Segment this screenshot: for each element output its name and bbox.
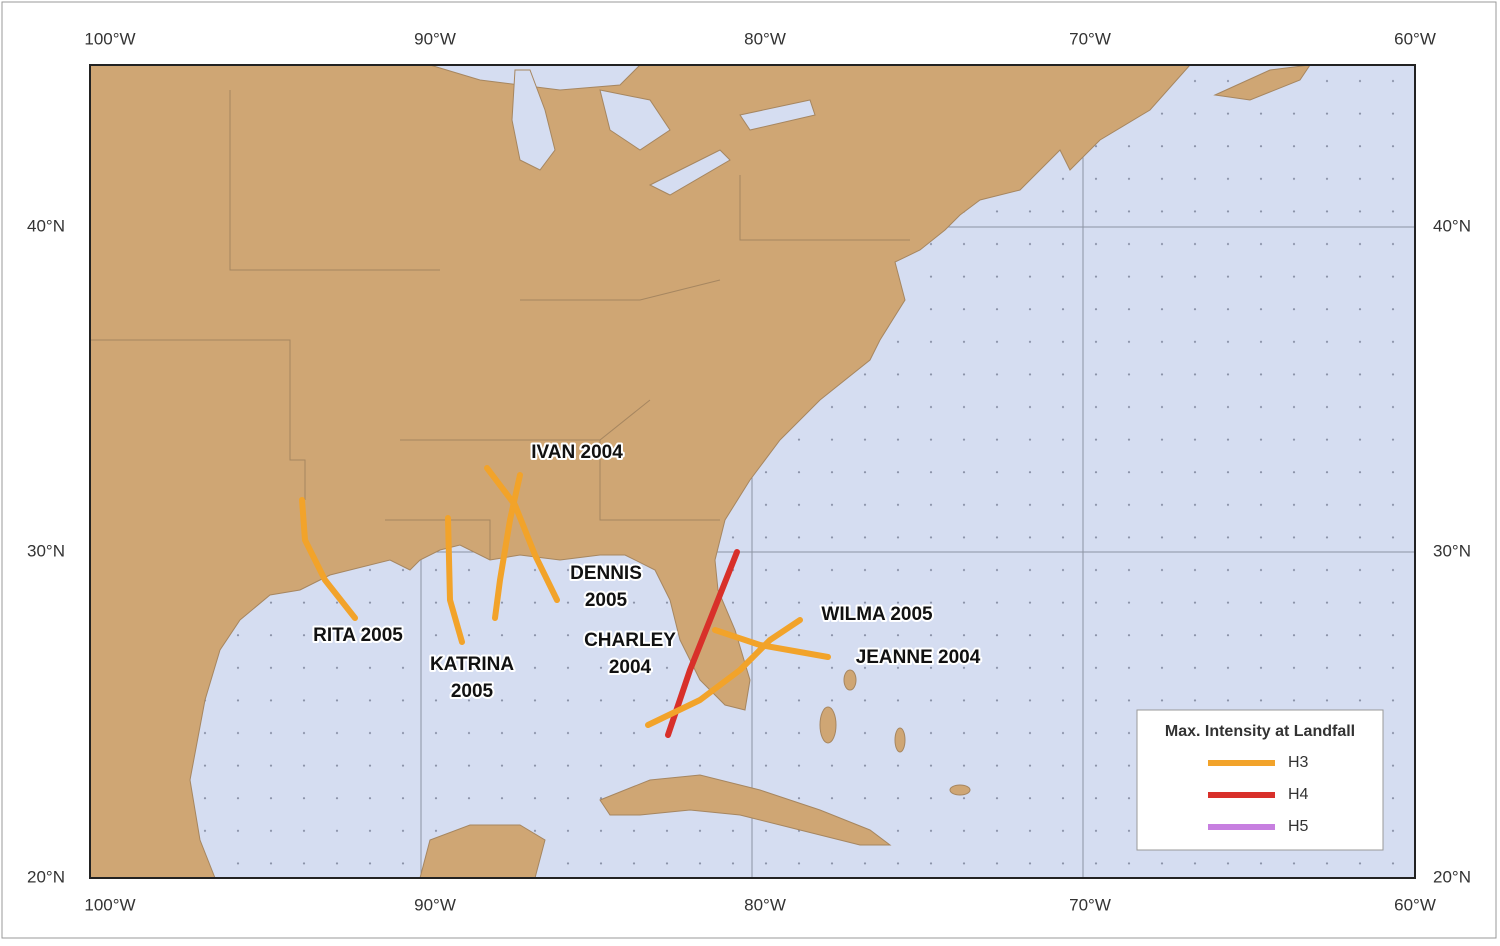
- track-rita: [299, 497, 358, 621]
- legend-label: H5: [1288, 818, 1309, 835]
- lon-label: 100°W: [84, 29, 135, 48]
- lon-label: 90°W: [414, 29, 456, 48]
- lon-label: 60°W: [1394, 895, 1436, 914]
- storm-label: 2005: [585, 590, 628, 611]
- track-dennis: [484, 465, 560, 603]
- storm-label: JEANNE 2004: [856, 647, 981, 668]
- track-charley: [665, 549, 740, 738]
- storm-label: CHARLEY: [584, 630, 676, 651]
- storm-label: DENNIS: [570, 563, 642, 584]
- lon-label: 100°W: [84, 895, 135, 914]
- storm-label: RITA 2005: [313, 625, 403, 646]
- track-ivan: [492, 472, 523, 621]
- lat-label: 30°N: [27, 541, 65, 560]
- tracks: [299, 465, 831, 738]
- lat-label: 20°N: [1433, 867, 1471, 886]
- storm-label: WILMA 2005: [821, 604, 933, 625]
- lon-label: 70°W: [1069, 29, 1111, 48]
- legend-label: H4: [1288, 786, 1309, 803]
- map-frame: [89, 64, 1416, 879]
- lon-label: 80°W: [744, 29, 786, 48]
- storm-label: IVAN 2004: [531, 442, 623, 463]
- lon-label: 80°W: [744, 895, 786, 914]
- lat-label: 30°N: [1433, 541, 1471, 560]
- lakes: [429, 64, 816, 196]
- storm-label: 2004: [609, 657, 652, 678]
- legend-label: H3: [1288, 754, 1309, 771]
- track-jeanne: [712, 627, 831, 660]
- lon-label: 60°W: [1394, 29, 1436, 48]
- track-wilma: [645, 617, 803, 728]
- lat-label: 20°N: [27, 867, 65, 886]
- legend: Max. Intensity at Landfall H3 H4 H5: [1136, 709, 1384, 851]
- storm-label: KATRINA: [430, 654, 514, 675]
- track-katrina: [445, 515, 465, 645]
- lat-label: 40°N: [27, 216, 65, 235]
- legend-title: Max. Intensity at Landfall: [1165, 723, 1355, 740]
- state-lines: [90, 90, 910, 560]
- lon-label: 90°W: [414, 895, 456, 914]
- storm-label: 2005: [451, 681, 494, 702]
- lat-label: 40°N: [1433, 216, 1471, 235]
- lon-label: 70°W: [1069, 895, 1111, 914]
